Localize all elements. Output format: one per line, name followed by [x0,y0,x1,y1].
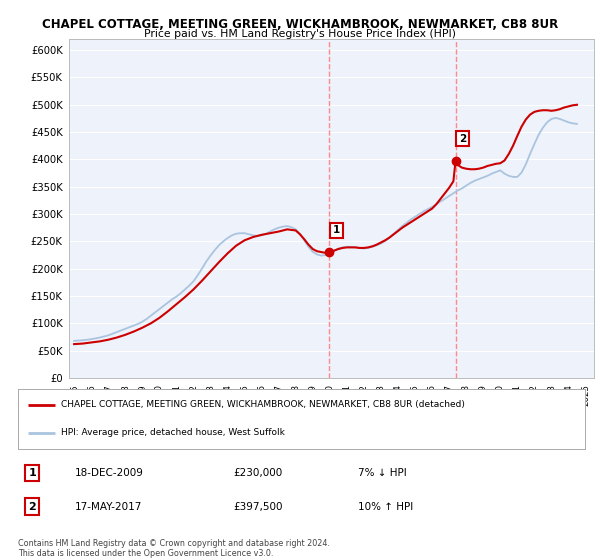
Text: 1: 1 [332,225,340,235]
Text: CHAPEL COTTAGE, MEETING GREEN, WICKHAMBROOK, NEWMARKET, CB8 8UR (detached): CHAPEL COTTAGE, MEETING GREEN, WICKHAMBR… [61,400,464,409]
Text: £230,000: £230,000 [233,468,283,478]
Text: 10% ↑ HPI: 10% ↑ HPI [358,502,413,511]
Text: Price paid vs. HM Land Registry's House Price Index (HPI): Price paid vs. HM Land Registry's House … [144,29,456,39]
Text: 2: 2 [459,134,466,144]
Text: Contains HM Land Registry data © Crown copyright and database right 2024.: Contains HM Land Registry data © Crown c… [18,539,330,548]
Text: CHAPEL COTTAGE, MEETING GREEN, WICKHAMBROOK, NEWMARKET, CB8 8UR: CHAPEL COTTAGE, MEETING GREEN, WICKHAMBR… [42,18,558,31]
Text: £397,500: £397,500 [233,502,283,511]
Text: This data is licensed under the Open Government Licence v3.0.: This data is licensed under the Open Gov… [18,549,274,558]
Text: 17-MAY-2017: 17-MAY-2017 [75,502,142,511]
Text: HPI: Average price, detached house, West Suffolk: HPI: Average price, detached house, West… [61,428,284,437]
Text: 18-DEC-2009: 18-DEC-2009 [75,468,143,478]
Text: 7% ↓ HPI: 7% ↓ HPI [358,468,407,478]
Text: 2: 2 [28,502,36,511]
Text: 1: 1 [28,468,36,478]
